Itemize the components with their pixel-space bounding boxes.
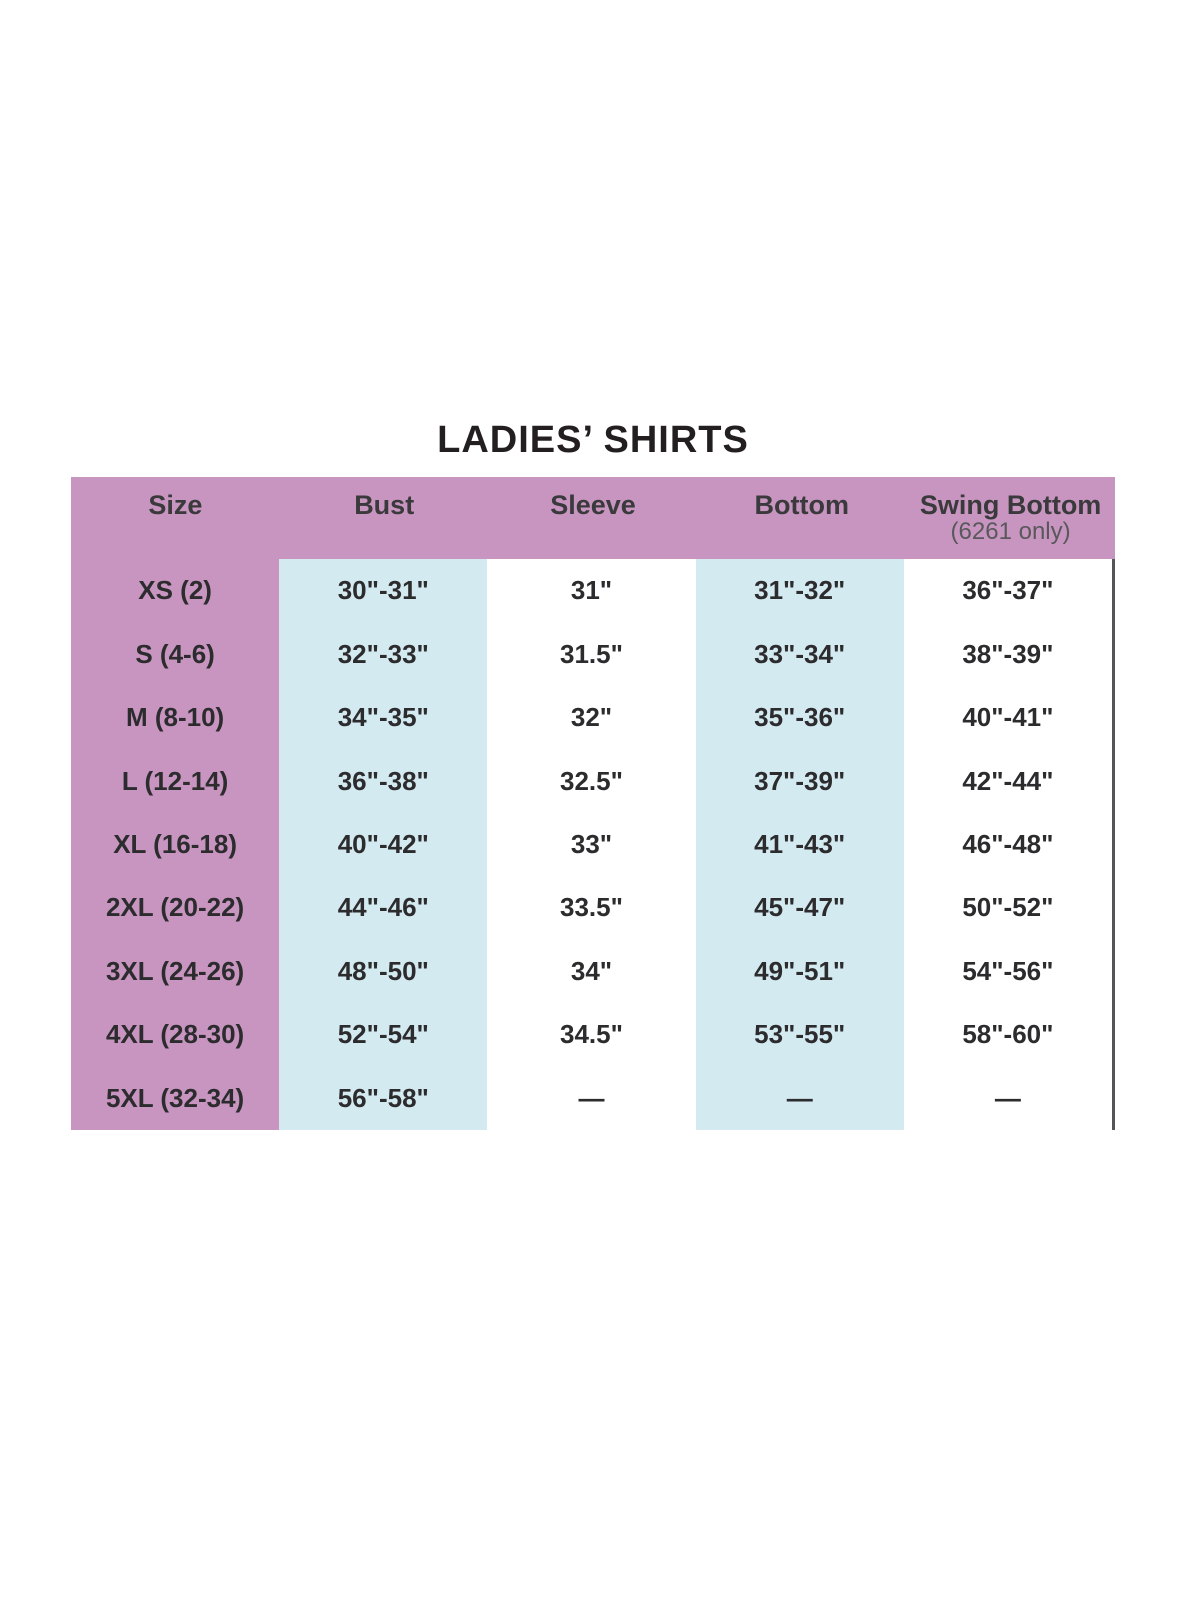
cell-size: L (12-14)	[71, 749, 280, 813]
cell-bottom: 45"-47"	[695, 876, 904, 940]
cell-sleeve: 33.5"	[487, 876, 696, 940]
cell-swing-bottom: 42"-44"	[903, 749, 1112, 813]
cell-bust: 48"-50"	[279, 939, 488, 1004]
table-row-l: L (12-14) 36"-38" 32.5" 37"-39" 42"-44"	[71, 749, 1112, 813]
table-row-s: S (4-6) 32"-33" 31.5" 33"-34" 38"-39"	[71, 622, 1112, 686]
table-row-3xl: 3XL (24-26) 48"-50" 34" 49"-51" 54"-56"	[71, 939, 1112, 1004]
column-header-sleeve: Sleeve	[489, 477, 698, 559]
cell-size: XS (2)	[71, 559, 280, 623]
size-table: Size Bust Sleeve Bottom Swing Bottom (62…	[71, 477, 1115, 1130]
cell-size: XL (16-18)	[71, 812, 280, 877]
table-row-2xl: 2XL (20-22) 44"-46" 33.5" 45"-47" 50"-52…	[71, 876, 1112, 940]
column-header-size: Size	[71, 477, 280, 559]
column-header-label: Bust	[354, 490, 415, 520]
cell-size: M (8-10)	[71, 685, 280, 750]
cell-bottom: 33"-34"	[695, 622, 904, 686]
cell-bottom: 37"-39"	[695, 749, 904, 813]
cell-size: 3XL (24-26)	[71, 939, 280, 1004]
cell-bust: 44"-46"	[279, 876, 488, 940]
column-header-bottom: Bottom	[697, 477, 906, 559]
cell-bottom: —	[695, 1066, 904, 1130]
cell-sleeve: 31.5"	[487, 622, 696, 686]
column-header-swing-bottom: Swing Bottom (6261 only)	[906, 477, 1115, 559]
cell-sleeve: —	[487, 1066, 696, 1130]
cell-size: 5XL (32-34)	[71, 1066, 280, 1130]
cell-sleeve: 34"	[487, 939, 696, 1004]
column-header-bust: Bust	[280, 477, 489, 559]
cell-sleeve: 33"	[487, 812, 696, 877]
cell-bust: 40"-42"	[279, 812, 488, 877]
table-row-xl: XL (16-18) 40"-42" 33" 41"-43" 46"-48"	[71, 812, 1112, 877]
column-header-sublabel: (6261 only)	[950, 518, 1071, 545]
cell-bottom: 53"-55"	[695, 1003, 904, 1067]
cell-swing-bottom: —	[903, 1066, 1112, 1130]
table-row-m: M (8-10) 34"-35" 32" 35"-36" 40"-41"	[71, 685, 1112, 750]
column-header-label: Bottom	[754, 490, 850, 520]
cell-sleeve: 34.5"	[487, 1003, 696, 1067]
table-body: XS (2) 30"-31" 31" 31"-32" 36"-37" S (4-…	[71, 559, 1115, 1130]
cell-swing-bottom: 54"-56"	[903, 939, 1112, 1004]
cell-size: S (4-6)	[71, 622, 280, 686]
cell-swing-bottom: 50"-52"	[903, 876, 1112, 940]
cell-swing-bottom: 58"-60"	[903, 1003, 1112, 1067]
table-header-row: Size Bust Sleeve Bottom Swing Bottom (62…	[71, 477, 1115, 559]
cell-sleeve: 32.5"	[487, 749, 696, 813]
cell-bust: 56"-58"	[279, 1066, 488, 1130]
table-row-4xl: 4XL (28-30) 52"-54" 34.5" 53"-55" 58"-60…	[71, 1003, 1112, 1067]
cell-sleeve: 31"	[487, 559, 696, 623]
table-row-5xl: 5XL (32-34) 56"-58" — — —	[71, 1066, 1112, 1130]
cell-sleeve: 32"	[487, 685, 696, 750]
page-title: LADIES’ SHIRTS	[437, 419, 749, 461]
cell-bust: 34"-35"	[279, 685, 488, 750]
cell-swing-bottom: 36"-37"	[903, 559, 1112, 623]
cell-bottom: 35"-36"	[695, 685, 904, 750]
cell-bust: 32"-33"	[279, 622, 488, 686]
cell-bottom: 49"-51"	[695, 939, 904, 1004]
column-header-label: Size	[148, 490, 203, 520]
cell-swing-bottom: 40"-41"	[903, 685, 1112, 750]
cell-bust: 30"-31"	[279, 559, 488, 623]
cell-bust: 52"-54"	[279, 1003, 488, 1067]
cell-swing-bottom: 46"-48"	[903, 812, 1112, 877]
cell-bottom: 41"-43"	[695, 812, 904, 877]
cell-bottom: 31"-32"	[695, 559, 904, 623]
column-header-label: Swing Bottom	[919, 490, 1102, 520]
column-header-label: Sleeve	[550, 490, 636, 520]
cell-size: 2XL (20-22)	[71, 876, 280, 940]
cell-bust: 36"-38"	[279, 749, 488, 813]
table-row-xs: XS (2) 30"-31" 31" 31"-32" 36"-37"	[71, 559, 1112, 623]
cell-swing-bottom: 38"-39"	[903, 622, 1112, 686]
cell-size: 4XL (28-30)	[71, 1003, 280, 1067]
